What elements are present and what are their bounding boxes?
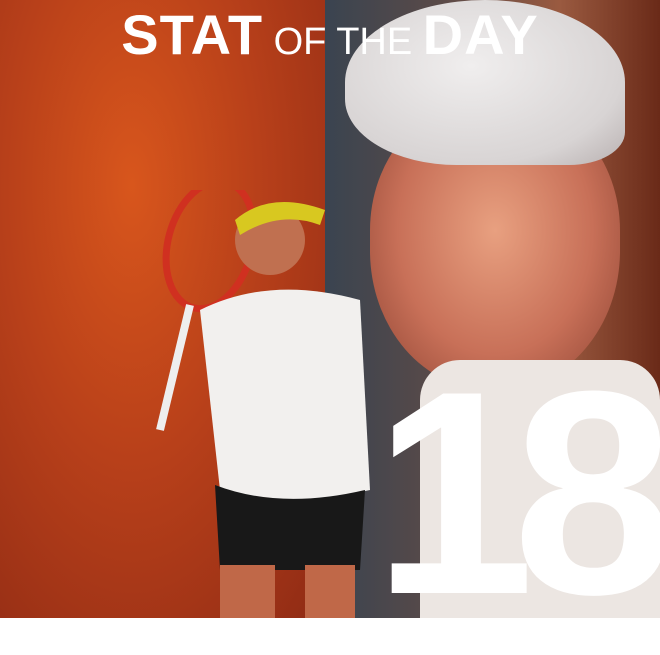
page-title: STAT OF THE DAY [0,2,660,67]
title-stat: STAT [121,3,264,66]
title-of-the: OF THE [273,21,413,63]
title-day: DAY [422,3,539,66]
player-cap-portrait [345,0,625,165]
stat-value: 18 [373,331,660,655]
player-shirt-portrait [420,360,660,618]
tennis-player-image [156,190,370,618]
